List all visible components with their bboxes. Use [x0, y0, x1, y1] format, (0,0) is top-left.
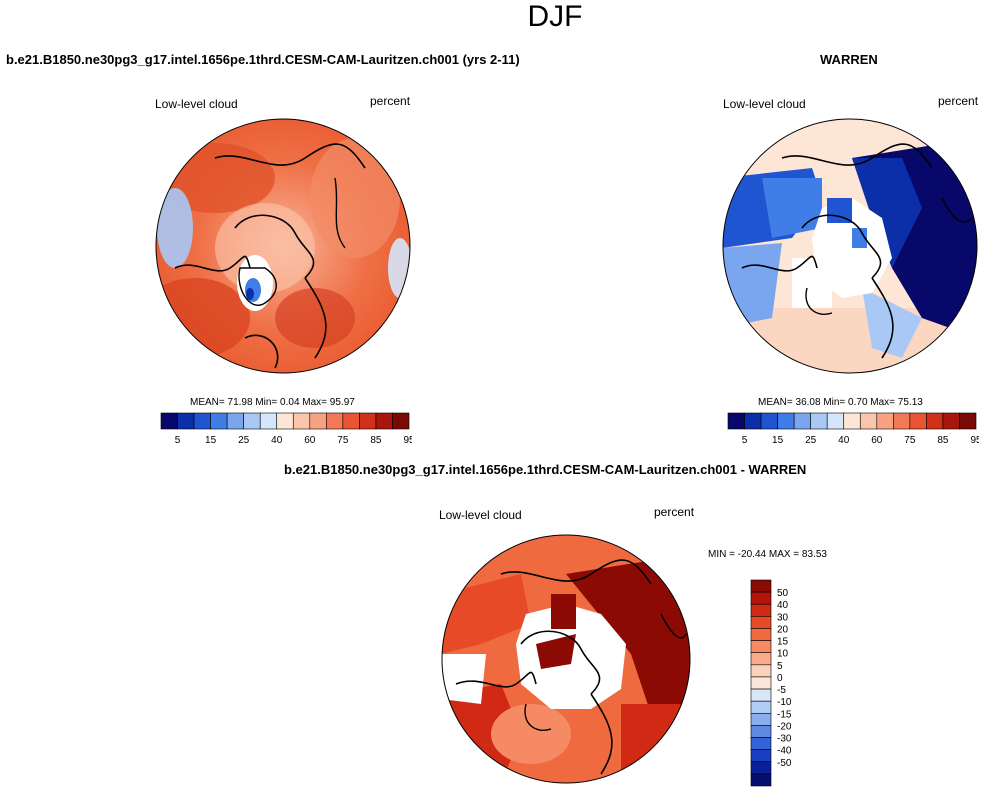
colorbar-tick-label: 15 [777, 637, 789, 648]
obs-units-label: percent [938, 94, 979, 108]
colorbar-swatch [777, 412, 795, 430]
colorbar-swatch [259, 412, 278, 430]
colorbar-swatch [392, 412, 410, 430]
colorbar-tick-label: 5 [742, 435, 748, 446]
colorbar-tick-label: 60 [304, 435, 316, 446]
obs-colorbar: 5 15 25 40 60 75 85 95 [727, 412, 979, 446]
colorbar-tick-label: 40 [838, 435, 850, 446]
diff-units-label: percent [654, 505, 695, 519]
colorbar-tick-label: 5 [175, 435, 181, 446]
colorbar-tick-label: -40 [777, 746, 792, 757]
model-units-label: percent [370, 94, 411, 108]
colorbar-swatch [243, 412, 261, 430]
colorbar-tick-label: 15 [772, 435, 784, 446]
colorbar-swatch [810, 412, 828, 430]
colorbar-swatch [843, 412, 861, 430]
colorbar-tick-label: 75 [337, 435, 349, 446]
colorbar-swatch [292, 412, 311, 430]
obs-polar-map [722, 118, 978, 374]
colorbar-swatch [750, 737, 772, 750]
colorbar-swatch [193, 412, 211, 430]
colorbar-tick-label: 60 [871, 435, 883, 446]
colorbar-tick-label: -50 [777, 758, 792, 769]
colorbar-swatch [926, 412, 944, 430]
colorbar-swatch [876, 412, 894, 430]
colorbar-swatch [793, 412, 811, 430]
colorbar-tick-label: 85 [937, 435, 949, 446]
colorbar-swatch [375, 412, 393, 430]
colorbar-swatch [750, 725, 772, 738]
colorbar-swatch [177, 412, 195, 430]
colorbar-swatch [750, 603, 772, 617]
colorbar-tick-label: -20 [777, 721, 792, 732]
diff-polar-map [441, 534, 691, 784]
page-title: DJF [527, 0, 583, 33]
model-stats: MEAN= 71.98 Min= 0.04 Max= 95.97 [190, 397, 355, 408]
colorbar-swatch [326, 412, 344, 430]
obs-stats: MEAN= 36.08 Min= 0.70 Max= 75.13 [758, 397, 923, 408]
diff-title: b.e21.B1850.ne30pg3_g17.intel.1656pe.1th… [284, 462, 807, 477]
colorbar-swatch [750, 761, 772, 775]
colorbar-swatch [750, 628, 772, 641]
model-variable-label: Low-level cloud [155, 97, 238, 111]
colorbar-tick-label: 25 [238, 435, 250, 446]
colorbar-tick-label: 95 [970, 435, 979, 446]
colorbar-tick-label: 40 [271, 435, 283, 446]
colorbar-swatch [750, 640, 772, 654]
colorbar-tick-label: 0 [777, 673, 783, 684]
colorbar-tick-label: 40 [777, 600, 789, 611]
colorbar-swatch [826, 412, 845, 430]
colorbar-tick-label: -15 [777, 709, 792, 720]
colorbar-swatch [727, 412, 745, 430]
colorbar-swatch [750, 591, 772, 605]
colorbar-swatch [750, 676, 772, 690]
colorbar-tick-label: 95 [403, 435, 412, 446]
colorbar-swatch [276, 412, 294, 430]
colorbar-swatch [342, 412, 360, 430]
colorbar-tick-label: 85 [370, 435, 382, 446]
colorbar-swatch [750, 616, 772, 629]
colorbar-tick-label: -5 [777, 685, 786, 696]
colorbar-swatch [750, 700, 772, 714]
colorbar-swatch [160, 412, 178, 430]
colorbar-tick-label: -30 [777, 734, 792, 745]
colorbar-tick-label: 20 [777, 624, 789, 635]
colorbar-swatch [893, 412, 911, 430]
colorbar-tick-label: 30 [777, 612, 789, 623]
colorbar-swatch [750, 688, 772, 702]
diff-minmax: MIN = -20.44 MAX = 83.53 [708, 549, 827, 560]
colorbar-swatch [750, 749, 772, 763]
colorbar-tick-label: 25 [805, 435, 817, 446]
colorbar-tick-label: 15 [205, 435, 217, 446]
colorbar-tick-label: 75 [904, 435, 916, 446]
colorbar-swatch [750, 712, 772, 726]
colorbar-swatch [744, 412, 762, 430]
colorbar-swatch [942, 412, 960, 430]
colorbar-swatch [750, 773, 772, 787]
model-colorbar: 5 15 25 40 60 75 85 95 [160, 412, 412, 446]
colorbar-swatch [226, 412, 244, 430]
colorbar-swatch [210, 412, 228, 430]
obs-title: WARREN [820, 52, 878, 67]
colorbar-swatch [750, 664, 772, 678]
colorbar-swatch [859, 412, 878, 430]
colorbar-swatch [750, 579, 772, 593]
case-title: b.e21.B1850.ne30pg3_g17.intel.1656pe.1th… [6, 52, 520, 67]
colorbar-swatch [959, 412, 977, 430]
colorbar-swatch [760, 412, 778, 430]
colorbar-swatch [909, 412, 927, 430]
colorbar-swatch [750, 652, 772, 666]
colorbar-tick-label: 10 [777, 649, 789, 660]
model-polar-map [155, 118, 411, 374]
colorbar-swatch [309, 412, 327, 430]
obs-variable-label: Low-level cloud [723, 97, 806, 111]
diff-variable-label: Low-level cloud [439, 508, 522, 522]
colorbar-swatch [359, 412, 377, 430]
colorbar-tick-label: -10 [777, 697, 792, 708]
colorbar-tick-label: 5 [777, 661, 783, 672]
colorbar-tick-label: 50 [777, 588, 789, 599]
